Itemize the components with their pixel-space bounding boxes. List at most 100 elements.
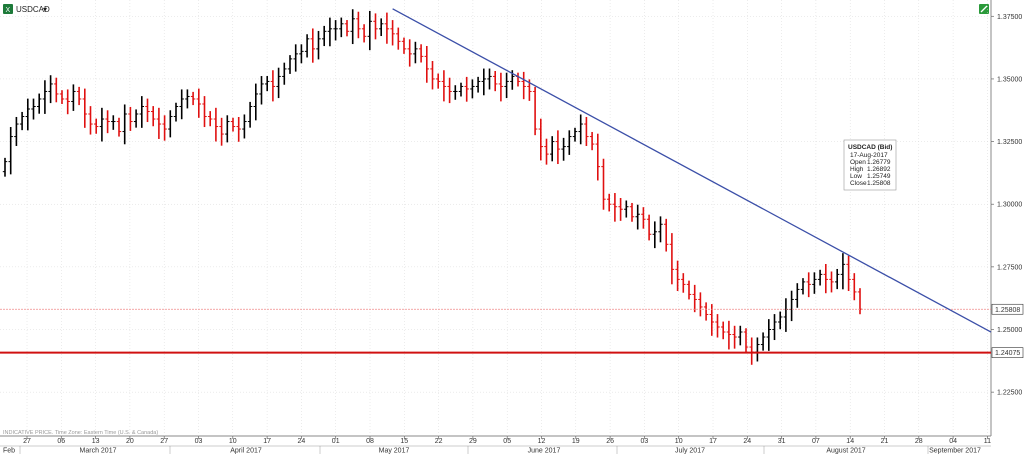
- ohlc-bar: [721, 321, 726, 340]
- ohlc-bar: [122, 104, 127, 145]
- ohlc-bar: [475, 76, 481, 93]
- excel-icon[interactable]: [3, 4, 13, 14]
- x-day-label: 26: [606, 438, 614, 445]
- x-month-label: July 2017: [675, 448, 705, 455]
- x-day-label: 28: [915, 438, 923, 445]
- x-day-label: 24: [298, 438, 306, 445]
- ohlc-bar: [242, 114, 247, 139]
- ohlc-bar: [464, 76, 469, 102]
- y-tick-label: 1.25000: [997, 327, 1022, 334]
- ohlc-bar: [48, 75, 53, 104]
- ohlc-bar: [185, 89, 190, 109]
- x-axis: 27 06 13 20 27 03 10 17 24 01 08 15 22 29 05 12 19 26 03 10…: [0, 436, 991, 455]
- ohlc-bar: [487, 68, 492, 90]
- ohlc-bar: [555, 130, 561, 165]
- toolbar: X USDCAD ▾: [3, 4, 989, 14]
- x-month-label: August 2017: [826, 448, 865, 455]
- ohlc-bar: [595, 133, 600, 181]
- ohlc-bar: [225, 115, 230, 143]
- ohlc-bar: [276, 67, 281, 99]
- x-day-label: 24: [743, 438, 751, 445]
- ohlc-bar: [208, 111, 213, 127]
- symbol-label[interactable]: USDCAD: [16, 5, 50, 14]
- ohlc-bar: [760, 332, 766, 351]
- ohlc-bar: [567, 130, 572, 155]
- ohlc-bar: [133, 109, 139, 128]
- ohlc-bar: [105, 110, 110, 134]
- x-day-label: 29: [469, 438, 477, 445]
- ohlc-bar: [361, 24, 367, 43]
- ohlc-bar: [59, 90, 65, 104]
- ohlc-bar: [418, 44, 424, 63]
- ohlc-bar: [521, 71, 526, 100]
- ohlc-bar: [652, 221, 657, 249]
- ohlc-bar: [379, 18, 384, 37]
- tooltip-open-value: 1.26779: [867, 159, 891, 166]
- ohlc-bar: [25, 98, 30, 131]
- support-tag-box: [991, 347, 1024, 358]
- ohlc-bar: [42, 80, 48, 114]
- ohlc-bar: [168, 110, 173, 138]
- ohlc-bar: [76, 86, 82, 106]
- x-day-label: 05: [503, 438, 511, 445]
- ohlc-bar: [287, 55, 293, 74]
- ohlc-bar: [624, 200, 629, 218]
- x-day-label: 14: [846, 438, 854, 445]
- last-price-tag: 1.25808: [991, 303, 1024, 315]
- tooltip-date: 17-Aug-2017: [850, 152, 888, 159]
- ohlc-bar: [94, 118, 99, 134]
- x-day-label: 10: [229, 438, 237, 445]
- ohlc-bar: [384, 12, 390, 44]
- ohlc-bar: [441, 70, 447, 102]
- ohlc-bar: [253, 83, 258, 121]
- x-day-label: 13: [92, 438, 100, 445]
- x-day-label: 15: [400, 438, 408, 445]
- ohlc-bar: [156, 107, 162, 139]
- ohlc-bar: [344, 20, 350, 37]
- ohlc-bar: [236, 116, 241, 142]
- ohlc-bar: [806, 272, 811, 298]
- ohlc-bar: [304, 34, 310, 58]
- ohlc-bar: [219, 117, 224, 146]
- ohlc-bar: [31, 98, 36, 120]
- ohlc-bar: [692, 284, 697, 313]
- ohlc-bar: [139, 96, 144, 128]
- ohlc-bar: [99, 107, 105, 142]
- x-day-label: 03: [641, 438, 649, 445]
- ohlc-bar: [738, 325, 743, 346]
- ohlc-tooltip-box: [843, 139, 897, 191]
- x-month-label: June 2017: [528, 448, 561, 455]
- ohlc-bar: [65, 89, 70, 115]
- ohlc-bar: [766, 319, 771, 351]
- ohlc-bar: [54, 77, 59, 103]
- ohlc-bar: [493, 71, 498, 92]
- ohlc-bar: [538, 118, 543, 161]
- ohlc-bar: [356, 11, 361, 39]
- symbol-dropdown-icon[interactable]: ▾: [43, 5, 47, 14]
- ohlc-bar: [293, 44, 298, 72]
- x-month-label: March 2017: [80, 448, 117, 455]
- trendline[interactable]: [392, 8, 992, 333]
- x-day-label: 01: [332, 438, 340, 445]
- x-month-label: April 2017: [230, 448, 262, 455]
- ohlc-bar: [686, 280, 692, 300]
- ohlc-bar: [436, 73, 441, 89]
- ohlc-bar: [190, 91, 196, 106]
- ohlc-bar: [840, 253, 846, 290]
- ohlc-bar: [299, 44, 304, 64]
- ohlc-bar: [675, 260, 680, 292]
- ohlc-bar: [578, 114, 583, 145]
- y-tick-label: 1.22500: [997, 390, 1022, 397]
- ohlc-bar: [162, 115, 167, 141]
- support-tag-text: 1.24075: [995, 350, 1020, 357]
- ohlc-bar: [726, 320, 732, 350]
- ohlc-bar: [669, 233, 675, 285]
- ohlc-bar: [846, 255, 851, 292]
- ohlc-bar: [173, 102, 179, 122]
- x-day-label: 10: [675, 438, 683, 445]
- ohlc-bar: [544, 138, 549, 165]
- ohlc-bar: [71, 84, 76, 111]
- ohlc-bar: [116, 117, 122, 137]
- trendline-tool-icon[interactable]: [979, 4, 989, 14]
